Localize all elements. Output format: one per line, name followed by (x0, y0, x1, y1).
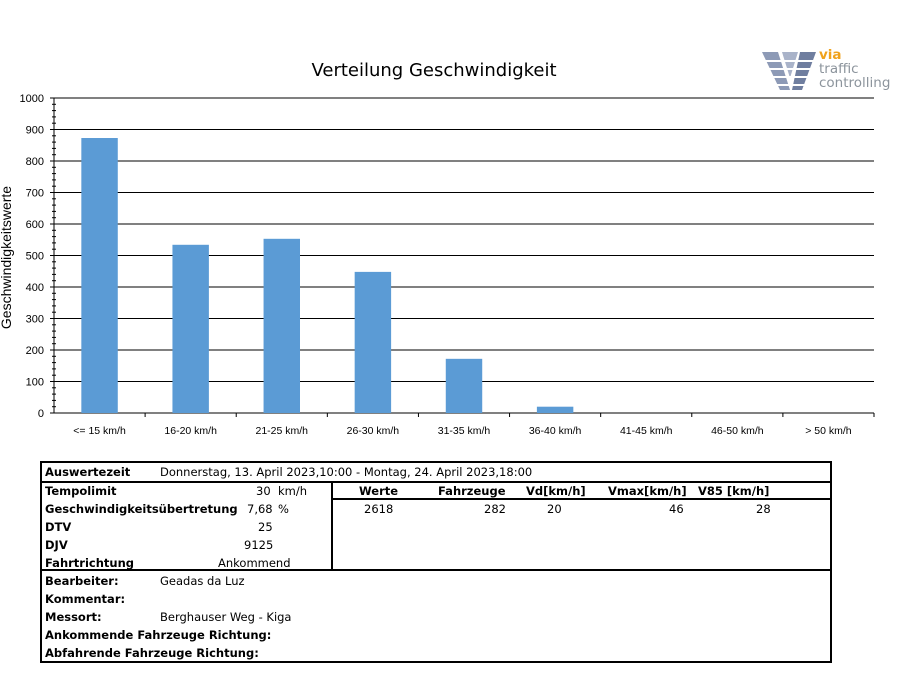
uebertretung-unit: % (278, 502, 289, 516)
bar (81, 138, 118, 413)
x-tick-label: <= 15 km/h (73, 425, 126, 437)
x-tick-label: 46-50 km/h (711, 425, 764, 437)
y-axis-label: Geschwindigkeitswerte (0, 186, 14, 329)
djv-label: DJV (45, 538, 68, 552)
tempolimit-value: 30 (256, 484, 271, 498)
messort-label: Messort: (45, 610, 102, 624)
stats-value-vd: 20 (547, 502, 562, 516)
tempolimit-label: Tempolimit (45, 484, 117, 498)
dtv-label: DTV (45, 520, 72, 534)
divider-bottom (42, 569, 830, 571)
stats-header-divider (331, 498, 830, 500)
y-tick-label: 1000 (20, 93, 44, 105)
auswertezeit-label: Auswertezeit (45, 465, 131, 479)
stats-value-vmax: 46 (669, 502, 684, 516)
y-tick-label: 600 (26, 219, 44, 231)
auswertezeit-value: Donnerstag, 13. April 2023,10:00 - Monta… (160, 465, 533, 479)
bar (263, 238, 300, 413)
y-tick-label: 200 (26, 345, 44, 357)
bearbeiter-label: Bearbeiter: (45, 574, 119, 588)
djv-value: 9125 (244, 538, 274, 552)
company-logo: via traffic controlling (762, 48, 892, 94)
ankommende-label: Ankommende Fahrzeuge Richtung: (45, 628, 272, 642)
stats-value-werte: 2618 (364, 502, 394, 516)
divider-vertical (331, 481, 333, 569)
stats-header-v85: V85 [km/h] (698, 484, 770, 498)
stats-header-vd: Vd[km/h] (526, 484, 586, 498)
bar (536, 406, 574, 413)
y-tick-label: 500 (26, 251, 44, 263)
uebertretung-label: Geschwindigkeitsübertretung (45, 502, 238, 516)
chart-title: Verteilung Geschwindigkeit (311, 60, 557, 81)
logo-word-controlling: controlling (819, 75, 891, 91)
logo-mark-icon (762, 52, 816, 90)
x-tick-label: 26-30 km/h (347, 425, 400, 437)
stats-header-werte: Werte (359, 484, 399, 498)
logo-word-traffic: traffic (819, 61, 859, 77)
logo-word-via: via (819, 47, 842, 63)
messort-value: Berghauser Weg - Kiga (160, 610, 292, 624)
y-tick-label: 700 (26, 188, 44, 200)
x-tick-label: 21-25 km/h (256, 425, 309, 437)
bar (445, 358, 483, 413)
x-tick-label: > 50 km/h (805, 425, 852, 437)
abfahrende-label: Abfahrende Fahrzeuge Richtung: (45, 646, 259, 660)
fahrtrichtung-label: Fahrtrichtung (45, 556, 135, 570)
dtv-value: 25 (258, 520, 273, 534)
stats-value-v85: 28 (756, 502, 771, 516)
logo-text: via traffic controlling (819, 48, 890, 90)
x-tick-label: 41-45 km/h (620, 425, 673, 437)
stats-header-fahrzeuge: Fahrzeuge (438, 484, 506, 498)
bar-chart: 0 100 200 300 400 500 600 700 800 900 1000 <= 15 km… (0, 93, 875, 437)
uebertretung-value: 7,68 (247, 502, 273, 516)
y-tick-label: 100 (26, 377, 44, 389)
y-tick-label: 400 (26, 282, 44, 294)
y-tick-label: 900 (26, 125, 44, 137)
divider-top (42, 481, 830, 483)
x-tick-label: 36-40 km/h (529, 425, 582, 437)
info-panel: Auswertezeit Donnerstag, 13. April 2023,… (40, 461, 832, 663)
bar (354, 271, 392, 413)
y-tick-label: 800 (26, 156, 44, 168)
tempolimit-unit: km/h (278, 484, 308, 498)
y-tick-label: 0 (38, 408, 44, 420)
bearbeiter-value: Geadas da Luz (160, 574, 245, 588)
bar (172, 244, 209, 413)
x-tick-label: 16-20 km/h (164, 425, 217, 437)
stats-header-vmax: Vmax[km/h] (608, 484, 687, 498)
x-tick-label: 31-35 km/h (438, 425, 491, 437)
stats-value-fahrzeuge: 282 (484, 502, 506, 516)
fahrtrichtung-value: Ankommend (218, 556, 291, 570)
kommentar-label: Kommentar: (45, 592, 126, 606)
y-tick-label: 300 (26, 314, 44, 326)
